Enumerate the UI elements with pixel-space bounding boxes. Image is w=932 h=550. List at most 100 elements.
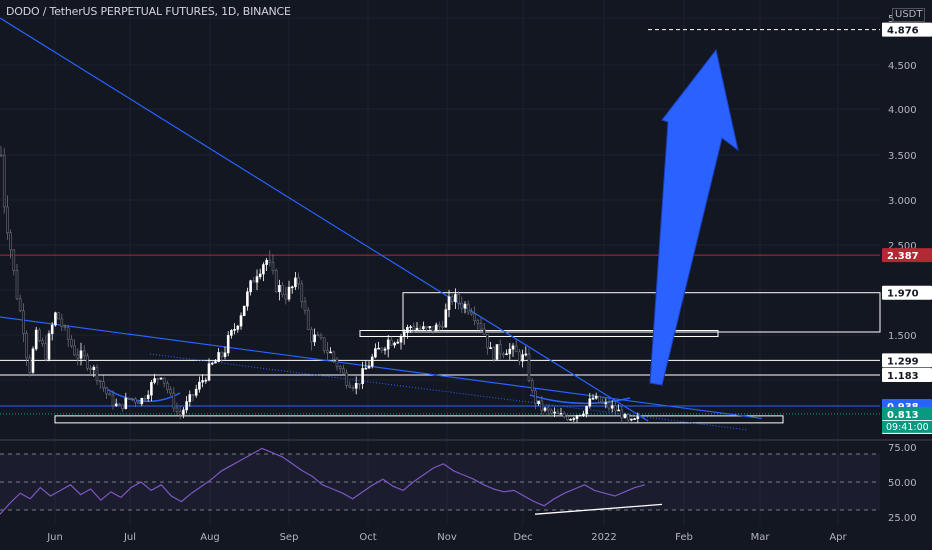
candle-body	[460, 302, 464, 309]
candle-body	[585, 405, 588, 415]
candle-body	[194, 388, 198, 396]
candle-body	[422, 326, 425, 330]
price-label-box	[882, 406, 932, 421]
candle-body	[182, 409, 185, 415]
candle-body	[89, 367, 92, 370]
candle-body	[434, 324, 438, 332]
candle-body	[169, 389, 172, 394]
candle-body	[310, 329, 313, 343]
candle-body	[31, 348, 35, 373]
candle-body	[502, 353, 505, 356]
rsi-tick-label: 75.00	[888, 443, 917, 454]
candle-body	[351, 387, 355, 389]
candle-body	[226, 335, 230, 354]
candle-body	[306, 310, 310, 330]
price-label-1.970: 1.970	[887, 289, 919, 300]
chart-title: DODO / TetherUS PERPETUAL FUTURES, 1D, B…	[6, 5, 291, 18]
price-label-1.299: 1.299	[887, 356, 919, 367]
candle-body	[271, 262, 275, 271]
candle-body	[399, 336, 403, 343]
candle-body	[284, 294, 288, 300]
price-label-4.876: 4.876	[887, 26, 919, 37]
candle-body	[415, 327, 419, 330]
price-tick-label: 5	[888, 14, 894, 25]
time-tick-label: Feb	[675, 532, 693, 543]
candle-body	[534, 390, 537, 404]
trendline-resistance	[0, 17, 649, 422]
candle-body	[322, 337, 326, 351]
candle-body	[252, 280, 256, 283]
candle-body	[41, 340, 44, 344]
candle-body	[44, 343, 48, 360]
candle-body	[594, 395, 598, 399]
candle-body	[511, 345, 515, 350]
candle-body	[22, 310, 25, 334]
candle-body	[111, 394, 115, 406]
candle-body	[217, 352, 220, 362]
candle-body	[95, 366, 99, 382]
candle-body	[633, 418, 636, 420]
candle-body	[287, 286, 291, 300]
price-label-1.183: 1.183	[887, 371, 919, 382]
candle-body	[28, 357, 32, 373]
candle-body	[303, 301, 307, 311]
candle-body	[9, 232, 12, 251]
candle-body	[50, 324, 54, 334]
candle-body	[345, 372, 348, 386]
price-label-box	[882, 368, 932, 383]
time-tick-label: Aug	[200, 532, 220, 543]
candle-body	[198, 381, 201, 390]
candle-body	[524, 353, 528, 356]
candle-body	[188, 394, 192, 402]
candle-body	[348, 385, 352, 388]
candle-body	[428, 326, 432, 329]
candle-body	[175, 407, 179, 412]
candle-body	[297, 277, 300, 285]
candle-body	[60, 318, 64, 327]
candle-body	[230, 330, 233, 336]
candle-body	[396, 341, 400, 344]
candle-body	[290, 286, 294, 289]
candle-body	[150, 382, 153, 396]
candle-body	[518, 351, 521, 362]
candle-body	[438, 324, 441, 327]
candle-body	[476, 320, 480, 324]
candle-body	[294, 277, 297, 288]
candle-body	[591, 397, 595, 400]
candle-body	[418, 327, 422, 330]
candle-body	[566, 416, 569, 421]
candle-body	[143, 397, 147, 400]
candle-body	[313, 334, 316, 343]
candle-body	[326, 350, 329, 353]
candle-body	[354, 383, 358, 389]
candle-body	[412, 326, 416, 330]
candle-body	[508, 348, 512, 355]
candle-body	[140, 397, 144, 405]
candle-body	[57, 312, 60, 320]
candle-body	[489, 347, 492, 349]
candle-body	[15, 270, 19, 300]
candle-body	[604, 402, 608, 405]
candle-body	[338, 366, 342, 369]
candle-body	[47, 333, 51, 360]
candle-body	[409, 326, 412, 329]
rsi-pane: 75.00 50.00 25.00	[0, 443, 917, 524]
candle-body	[374, 348, 377, 358]
candle-body	[178, 411, 182, 415]
candle-body	[114, 403, 118, 406]
candle-body	[530, 380, 534, 392]
time-tick-label: Mar	[751, 532, 771, 543]
candle-body	[201, 380, 204, 383]
candle-body	[457, 294, 460, 304]
candle-body	[450, 296, 454, 302]
candle-body	[146, 394, 150, 400]
candle-body	[466, 303, 470, 313]
candle-body	[482, 328, 486, 335]
trendlines	[0, 17, 763, 431]
candle-body	[332, 351, 336, 360]
support-zone	[54, 415, 784, 424]
candle-body	[246, 291, 249, 307]
candle-body	[617, 409, 620, 412]
candle-body	[582, 413, 585, 416]
